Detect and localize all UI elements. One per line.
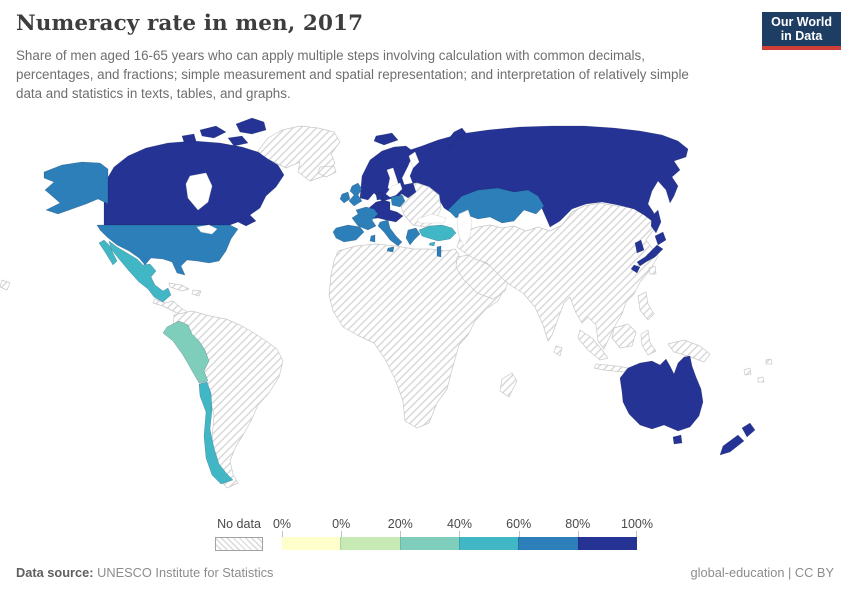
country-svalbard[interactable]: [373, 132, 399, 146]
country-australia[interactable]: [619, 355, 704, 432]
country-ireland[interactable]: [339, 191, 351, 204]
country-new-zealand[interactable]: [719, 422, 756, 456]
country-italy[interactable]: [377, 219, 403, 247]
country-united-states[interactable]: [96, 224, 239, 276]
region-asia-nodata[interactable]: [456, 202, 659, 350]
region-sulawesi-nodata[interactable]: [640, 329, 657, 356]
legend-color-bar: [282, 537, 637, 550]
country-france[interactable]: [351, 206, 379, 231]
country-south-korea[interactable]: [634, 239, 645, 254]
country-spain[interactable]: [332, 224, 365, 243]
region-sri-lanka-nodata[interactable]: [553, 345, 563, 357]
country-chile[interactable]: [198, 381, 234, 485]
country-japan[interactable]: [630, 231, 667, 274]
page-title: Numeracy rate in men, 2017: [16, 11, 364, 36]
legend-tick-label: 0%: [332, 517, 351, 531]
region-borneo-nodata[interactable]: [611, 323, 637, 349]
owid-logo-line2: in Data: [780, 28, 823, 43]
owid-logo-line1: Our World: [771, 15, 832, 29]
country-united-kingdom[interactable]: [348, 182, 363, 207]
black-sea: [416, 213, 447, 224]
region-iceland-nodata[interactable]: [317, 165, 337, 178]
region-hawaii-nodata[interactable]: [0, 279, 11, 291]
legend-no-data: No data: [215, 517, 263, 551]
country-israel[interactable]: [436, 245, 442, 258]
region-africa-nodata[interactable]: [328, 243, 505, 429]
data-source-label: Data source:: [16, 565, 94, 580]
owid-logo[interactable]: Our World in Data: [762, 12, 841, 50]
data-source-value: UNESCO Institute for Statistics: [97, 565, 274, 580]
country-cyprus[interactable]: [428, 241, 436, 247]
country-italy-sicily[interactable]: [386, 246, 395, 253]
no-data-swatch[interactable]: [215, 537, 263, 551]
legend-swatch-20-40[interactable]: [399, 537, 459, 550]
legend-tick: [519, 531, 520, 537]
country-mexico-baja[interactable]: [98, 239, 118, 266]
chart-subtitle: Share of men aged 16-65 years who can ap…: [16, 48, 689, 102]
region-greenland-nodata[interactable]: [257, 125, 341, 182]
country-denmark[interactable]: [375, 191, 384, 201]
chart-footer: Data source: UNESCO Institute for Statis…: [16, 565, 834, 580]
legend-swatch-40-60[interactable]: [458, 537, 519, 550]
region-hispaniola-nodata[interactable]: [191, 289, 202, 297]
legend-tick: [400, 531, 401, 537]
data-source: Data source: UNESCO Institute for Statis…: [16, 565, 273, 580]
great-lakes: [196, 224, 218, 235]
white-sea: [408, 151, 420, 169]
region-madagascar-nodata[interactable]: [499, 372, 518, 398]
legend-tick: [636, 531, 637, 537]
no-data-label: No data: [217, 517, 261, 531]
country-russia-novaya-zemlya[interactable]: [445, 127, 467, 149]
country-peru-ecuador[interactable]: [162, 320, 210, 384]
legend-swatch-80-100[interactable]: [577, 537, 637, 550]
region-java-nodata[interactable]: [593, 363, 629, 373]
legend-tick-label: 20%: [387, 517, 413, 531]
legend-tick-label: 80%: [565, 517, 591, 531]
legend-tick: [282, 531, 283, 537]
caspian-sea: [456, 209, 473, 247]
legend-swatch-0-0[interactable]: [282, 537, 341, 550]
country-russia-sakhalin[interactable]: [650, 209, 662, 234]
legend-scale: 0% 0% 20% 40% 60% 80% 100%: [273, 517, 653, 551]
legend-tick: [578, 531, 579, 537]
country-mexico[interactable]: [108, 240, 172, 303]
legend-tick: [459, 531, 460, 537]
legend-tick-label: 100%: [621, 517, 653, 531]
country-greece[interactable]: [405, 227, 421, 246]
country-poland[interactable]: [390, 194, 406, 208]
attribution-link[interactable]: global-education | CC BY: [690, 565, 834, 580]
map-legend: No data 0% 0% 20% 40% 60% 80% 100%: [215, 517, 653, 551]
region-pacific-islands-nodata[interactable]: [743, 358, 773, 383]
hudson-bay: [185, 172, 213, 211]
legend-swatch-60-80[interactable]: [518, 537, 578, 550]
country-usa-alaska[interactable]: [43, 161, 109, 215]
legend-tick-label: 0%: [272, 517, 292, 531]
region-sumatra-nodata[interactable]: [577, 329, 609, 361]
region-taiwan-nodata[interactable]: [648, 265, 657, 275]
country-italy-sardinia[interactable]: [369, 234, 376, 243]
country-kazakhstan[interactable]: [447, 187, 545, 224]
region-philippines-nodata[interactable]: [637, 291, 655, 321]
country-australia-tasmania[interactable]: [672, 434, 683, 445]
legend-swatch-0-20[interactable]: [340, 537, 400, 550]
region-new-guinea-nodata[interactable]: [667, 339, 711, 363]
country-canada-arctic-islands[interactable]: [181, 117, 267, 147]
country-turkey[interactable]: [418, 224, 457, 242]
baltic-sea: [385, 182, 403, 198]
legend-tick-label: 60%: [506, 517, 532, 531]
region-cuba-nodata[interactable]: [168, 282, 190, 292]
legend-tick: [341, 531, 342, 537]
legend-tick-label: 40%: [446, 517, 473, 531]
